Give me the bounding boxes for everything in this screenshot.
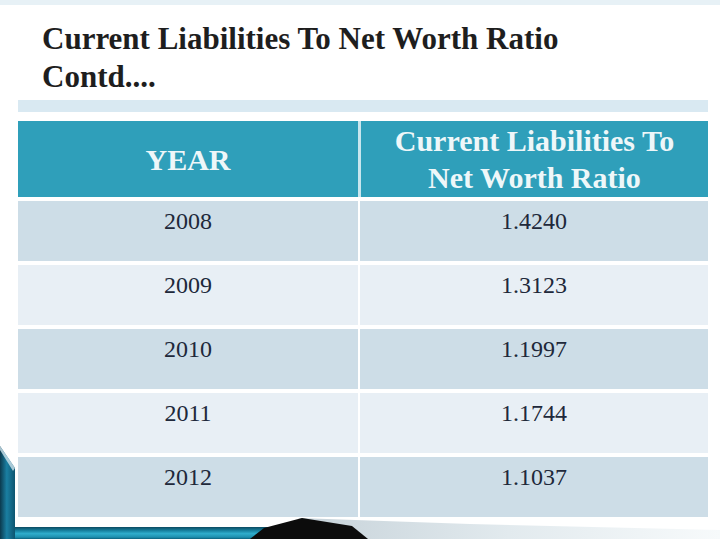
year-cell: 2008 [18, 201, 358, 261]
slide-title-line-2: Contd.... [42, 59, 156, 94]
table-row: 2011 1.1744 [18, 393, 708, 453]
slide-title-line-1: Current Liabilities To Net Worth Ratio [42, 21, 558, 56]
year-cell: 2012 [18, 457, 358, 517]
ratio-cell: 1.1997 [360, 329, 708, 389]
ratio-cell: 1.1037 [360, 457, 708, 517]
slide-title: Current Liabilities To Net Worth Ratio C… [42, 20, 692, 96]
ribbon-highlight-shape [0, 446, 15, 471]
table-row: 2010 1.1997 [18, 329, 708, 389]
bottom-left-ribbon-shape [0, 446, 15, 539]
ratio-table: YEAR Current Liabilities To Net Worth Ra… [18, 100, 708, 517]
ratio-cell: 1.4240 [360, 201, 708, 261]
column-header-year: YEAR [18, 121, 358, 197]
top-edge-accent [0, 0, 720, 5]
year-cell: 2009 [18, 265, 358, 325]
table-row: 2012 1.1037 [18, 457, 708, 517]
ratio-cell: 1.3123 [360, 265, 708, 325]
table-header-row: YEAR Current Liabilities To Net Worth Ra… [18, 121, 708, 197]
table-row: 2009 1.3123 [18, 265, 708, 325]
bottom-teal-band-shape [0, 527, 345, 539]
year-cell: 2010 [18, 329, 358, 389]
table-row: 2008 1.4240 [18, 201, 708, 261]
table-top-accent [18, 100, 708, 112]
black-accent-shape [250, 518, 368, 539]
ratio-cell: 1.1744 [360, 393, 708, 453]
gray-swoosh-shape [298, 518, 720, 539]
column-header-ratio: Current Liabilities To Net Worth Ratio [361, 121, 708, 197]
year-cell: 2011 [18, 393, 358, 453]
